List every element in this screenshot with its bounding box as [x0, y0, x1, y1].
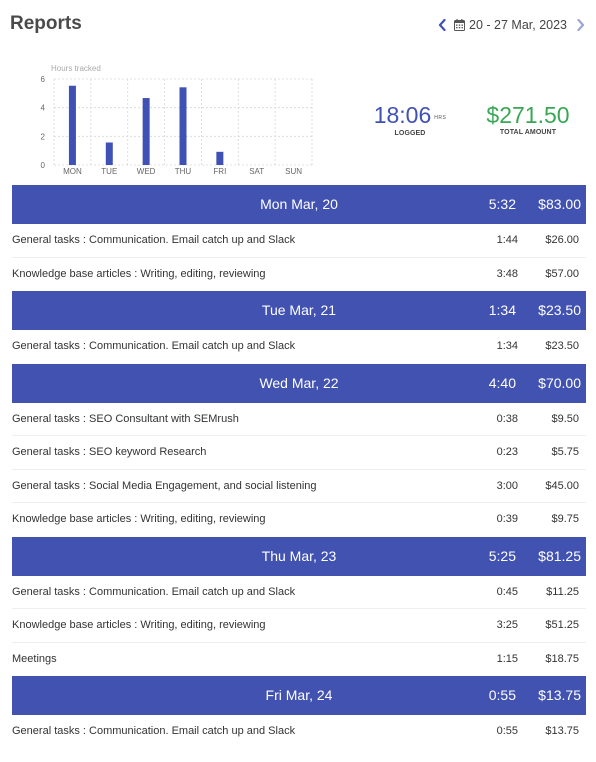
entry-label: General tasks : Communication. Email cat… — [12, 234, 296, 246]
day-total-amount: $23.50 — [538, 302, 581, 318]
list-item[interactable]: General tasks : Social Media Engagement,… — [12, 470, 586, 503]
bar-wed[interactable] — [142, 98, 150, 165]
total-amount-caption: TOTAL AMOUNT — [499, 129, 557, 136]
entry-amount: $57.00 — [545, 267, 579, 280]
list-item[interactable]: Knowledge base articles : Writing, editi… — [12, 258, 586, 292]
hours-chart-svg: Hours tracked 0 2 4 6 MON TUE WED THU FRI SAT SUN — [41, 64, 313, 176]
day-total-time: 5:32 — [488, 196, 516, 212]
day-header[interactable]: Mon Mar, 20 5:32 $83.00 — [12, 185, 586, 224]
entry-time: 0:55 — [496, 725, 518, 737]
entry-label: General tasks : Social Media Engagement,… — [12, 479, 317, 492]
entry-label: General tasks : SEO Consultant with SEMr… — [12, 412, 239, 425]
list-item[interactable]: General tasks : Communication. Email cat… — [12, 330, 586, 364]
entry-time: 0:45 — [496, 585, 518, 598]
entry-time: 0:23 — [496, 446, 518, 458]
entry-amount: $9.50 — [551, 412, 579, 425]
list-item[interactable]: Meetings 1:15 $18.75 — [12, 643, 586, 677]
hours-logged-caption: LOGGED — [394, 130, 426, 137]
y-tick-label: 2 — [41, 132, 46, 141]
entry-time: 1:44 — [496, 234, 518, 246]
y-tick-label: 6 — [41, 75, 46, 84]
entry-label: General tasks : Communication. Email cat… — [12, 725, 296, 737]
hours-logged-value: 18:06 — [373, 102, 432, 128]
y-tick-label: 0 — [41, 161, 46, 170]
entry-amount: $11.25 — [546, 585, 579, 598]
date-range-label[interactable]: 20 - 27 Mar, 2023 — [469, 18, 567, 32]
list-item[interactable]: General tasks : Communication. Email cat… — [12, 576, 586, 609]
day-header[interactable]: Tue Mar, 21 1:34 $23.50 — [12, 291, 586, 330]
entry-label: Knowledge base articles : Writing, editi… — [12, 619, 266, 631]
entry-time: 1:34 — [496, 340, 518, 352]
x-tick-label: SUN — [285, 167, 302, 176]
entry-amount: $26.00 — [545, 234, 579, 246]
day-header[interactable]: Thu Mar, 23 5:25 $81.25 — [12, 536, 586, 576]
day-total-amount: $83.00 — [538, 196, 581, 212]
bar-fri[interactable] — [216, 151, 224, 165]
total-amount-value: $271.50 — [486, 102, 570, 128]
page-title: Reports — [10, 13, 82, 34]
x-tick-label: WED — [137, 167, 156, 176]
entry-time: 1:15 — [496, 652, 518, 665]
x-tick-label: TUE — [101, 167, 117, 176]
entry-amount: $13.75 — [545, 725, 579, 737]
chart-title: Hours tracked — [51, 64, 101, 73]
chevron-left-icon[interactable] — [438, 19, 446, 31]
hours-chart: Hours tracked 0 2 4 6 MON TUE WED THU FRI SAT SUN — [36, 62, 316, 178]
day-total-time: 4:40 — [488, 374, 516, 391]
list-item[interactable]: General tasks : Communication. Email cat… — [12, 715, 586, 749]
date-range-nav: 20 - 27 Mar, 2023 — [438, 16, 585, 34]
day-header[interactable]: Wed Mar, 22 4:40 $70.00 — [12, 363, 586, 403]
entry-label: Meetings — [12, 652, 57, 665]
day-total-time: 5:25 — [488, 547, 516, 564]
list-item[interactable]: Knowledge base articles : Writing, editi… — [12, 503, 586, 537]
day-total-time: 0:55 — [488, 687, 516, 703]
list-item[interactable]: General tasks : SEO Consultant with SEMr… — [12, 403, 586, 436]
report-list: Mon Mar, 20 5:32 $83.00 General tasks : … — [12, 185, 586, 749]
day-total-amount: $81.25 — [538, 547, 581, 564]
y-tick-label: 4 — [41, 104, 46, 113]
entry-label: General tasks : Communication. Email cat… — [12, 585, 296, 598]
list-item[interactable]: General tasks : SEO keyword Research 0:2… — [12, 436, 586, 470]
day-total-amount: $13.75 — [538, 687, 581, 703]
chevron-right-icon[interactable] — [577, 19, 585, 31]
list-item[interactable]: Knowledge base articles : Writing, editi… — [12, 609, 586, 643]
entry-time: 0:39 — [496, 513, 518, 525]
day-total-amount: $70.00 — [538, 374, 581, 391]
entry-label: General tasks : SEO keyword Research — [12, 446, 207, 458]
entry-time: 3:25 — [496, 619, 518, 631]
x-tick-label: SAT — [249, 167, 264, 176]
list-item[interactable]: General tasks : Communication. Email cat… — [12, 224, 586, 258]
entry-amount: $18.75 — [545, 652, 579, 665]
day-total-time: 1:34 — [488, 302, 516, 318]
entry-amount: $51.25 — [545, 619, 579, 631]
bar-tue[interactable] — [105, 142, 113, 165]
day-header[interactable]: Fri Mar, 24 0:55 $13.75 — [12, 676, 586, 715]
entry-label: Knowledge base articles : Writing, editi… — [12, 267, 266, 280]
entry-time: 3:00 — [496, 479, 518, 492]
calendar-icon[interactable] — [454, 19, 466, 31]
x-tick-label: MON — [63, 167, 82, 176]
entry-label: Knowledge base articles : Writing, editi… — [12, 513, 266, 525]
x-tick-label: FRI — [213, 167, 226, 176]
entry-amount: $5.75 — [551, 446, 579, 458]
bar-mon[interactable] — [68, 85, 76, 165]
x-tick-label: THU — [175, 167, 192, 176]
entry-amount: $45.00 — [545, 479, 579, 492]
entry-time: 3:48 — [496, 267, 518, 280]
entry-amount: $9.75 — [551, 513, 579, 525]
entry-amount: $23.50 — [545, 340, 579, 352]
hours-unit: HRS — [434, 115, 447, 121]
bar-thu[interactable] — [179, 87, 187, 165]
total-amount-stat: $271.50 TOTAL AMOUNT — [478, 103, 578, 136]
hours-logged-stat: 18:06 HRS LOGGED — [365, 103, 455, 137]
entry-label: General tasks : Communication. Email cat… — [12, 340, 296, 352]
entry-time: 0:38 — [496, 412, 518, 425]
